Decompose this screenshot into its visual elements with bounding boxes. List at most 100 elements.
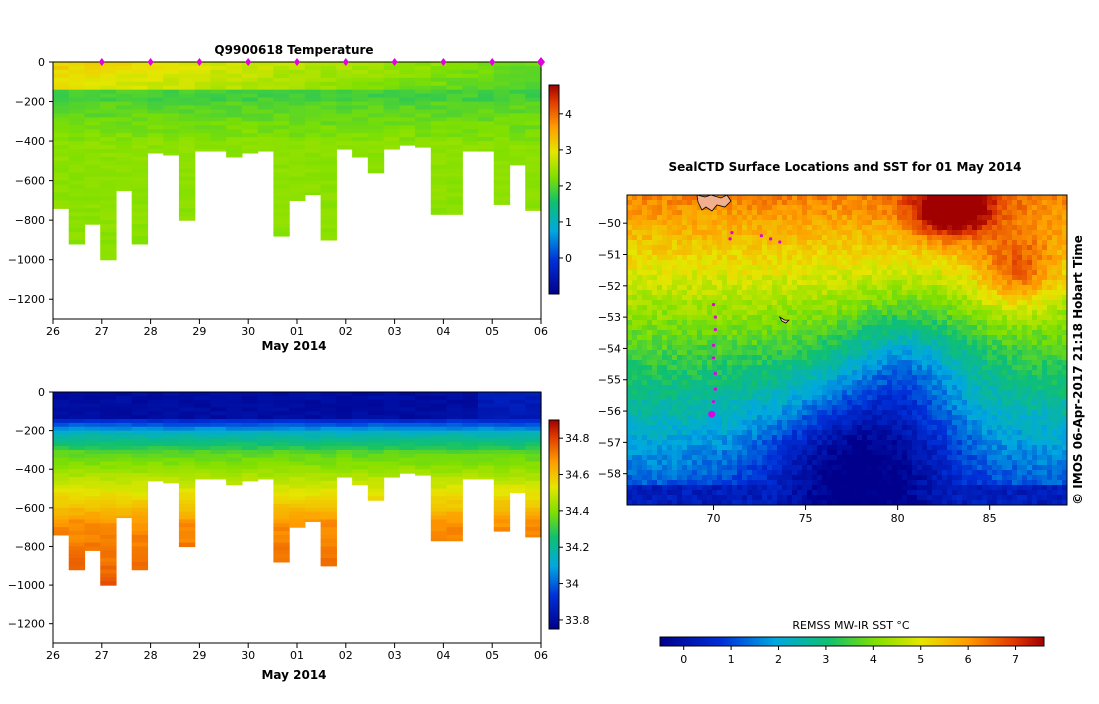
sst-cell	[812, 250, 817, 255]
section-cell	[305, 462, 321, 466]
sst-cell	[732, 300, 737, 305]
sst-cell	[677, 215, 682, 220]
section-cell	[116, 512, 132, 516]
sst-cell	[1022, 250, 1027, 255]
sst-cell	[962, 275, 967, 280]
sst-cell	[862, 220, 867, 225]
section-cell	[132, 86, 148, 91]
section-cell	[53, 82, 69, 87]
sst-cell	[677, 230, 682, 235]
sst-cell	[677, 265, 682, 270]
sst-cell	[687, 285, 692, 290]
sst-cell	[817, 345, 822, 350]
sst-cell	[877, 310, 882, 315]
sst-cell	[1032, 290, 1037, 295]
sst-cell	[982, 235, 987, 240]
sst-cell	[802, 320, 807, 325]
sst-cell	[857, 320, 862, 325]
sst-cell	[992, 345, 997, 350]
sst-cell	[742, 340, 747, 345]
section-cell	[447, 125, 463, 130]
section-cell	[289, 407, 305, 411]
sst-cell	[1052, 340, 1057, 345]
sst-cell	[727, 280, 732, 285]
section-cell	[179, 94, 195, 99]
sst-cell	[957, 325, 962, 330]
section-cell	[431, 74, 447, 79]
section-cell	[525, 121, 541, 126]
sst-cell	[632, 280, 637, 285]
section-cell	[305, 516, 321, 520]
sst-cell	[827, 300, 832, 305]
section-cell	[321, 145, 337, 150]
sst-cell	[672, 325, 677, 330]
section-cell	[273, 512, 289, 516]
sst-cell	[837, 270, 842, 275]
sst-cell	[1042, 215, 1047, 220]
sst-cell	[647, 280, 652, 285]
sst-cell	[702, 330, 707, 335]
section-cell	[195, 465, 211, 469]
sst-cell	[892, 205, 897, 210]
sst-cell	[842, 280, 847, 285]
section-cell	[447, 82, 463, 87]
section-cell	[273, 454, 289, 458]
sst-cell	[1042, 195, 1047, 200]
x-tick-label: 26	[46, 325, 60, 338]
section-cell	[273, 438, 289, 442]
sst-cell	[962, 270, 967, 275]
section-cell	[510, 427, 526, 431]
sst-cell	[882, 225, 887, 230]
sst-cell	[1037, 255, 1042, 260]
sst-cell	[812, 330, 817, 335]
sst-cell	[767, 290, 772, 295]
section-cell	[258, 141, 274, 146]
section-cell	[100, 404, 116, 408]
section-cell	[84, 129, 100, 134]
section-cell	[321, 133, 337, 138]
section-cell	[447, 181, 463, 186]
sst-cell	[902, 270, 907, 275]
sst-cell	[667, 300, 672, 305]
sst-cell	[802, 225, 807, 230]
sst-cell	[997, 245, 1002, 250]
section-cell	[258, 415, 274, 419]
section-cell	[195, 70, 211, 75]
section-cell	[116, 94, 132, 99]
section-cell	[69, 508, 85, 512]
sst-cell	[767, 325, 772, 330]
sst-cell	[862, 330, 867, 335]
section-cell	[384, 438, 400, 442]
sst-cell	[647, 235, 652, 240]
section-cell	[289, 504, 305, 508]
sst-cell	[1002, 275, 1007, 280]
sst-cell	[987, 265, 992, 270]
sst-cell	[1012, 355, 1017, 360]
section-cell	[132, 500, 148, 504]
sst-cell	[897, 235, 902, 240]
section-cell	[100, 519, 116, 523]
sst-cell	[897, 335, 902, 340]
sst-cell	[812, 295, 817, 300]
sst-cell	[637, 255, 642, 260]
sst-cell	[947, 200, 952, 205]
section-cell	[226, 419, 242, 423]
sst-cell	[747, 320, 752, 325]
section-cell	[242, 98, 258, 103]
sst-cell	[647, 330, 652, 335]
section-cell	[242, 442, 258, 446]
sst-cell	[942, 230, 947, 235]
sst-cell	[822, 295, 827, 300]
section-cell	[258, 462, 274, 466]
section-cell	[305, 469, 321, 473]
sst-cell	[692, 215, 697, 220]
section-cell	[384, 78, 400, 83]
sst-cell	[907, 295, 912, 300]
sst-cell	[782, 290, 787, 295]
section-cell	[510, 161, 526, 166]
section-cell	[179, 411, 195, 415]
sst-cell	[812, 285, 817, 290]
section-cell	[289, 469, 305, 473]
sst-cell	[982, 255, 987, 260]
section-cell	[69, 94, 85, 99]
